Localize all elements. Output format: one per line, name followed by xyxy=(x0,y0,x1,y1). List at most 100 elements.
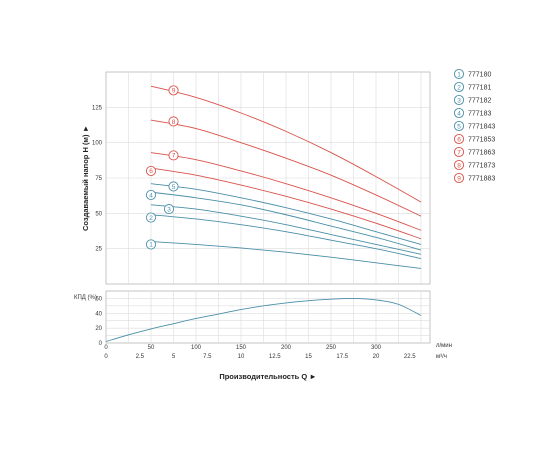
curve-marker-number: 4 xyxy=(149,192,153,199)
efficiency-axis-title: КПД (%) xyxy=(74,295,97,301)
x-unit-m3h: м³/ч xyxy=(436,354,447,360)
head-y-tick-label: 75 xyxy=(95,176,102,182)
head-y-tick-label: 50 xyxy=(95,211,102,217)
x-tick-label-m3h: 12.5 xyxy=(269,354,281,360)
head-curves-panel: 25 50 75 100 125 1 2 3 4 5 6 7 8 9 Создаваемый напор… xyxy=(81,71,431,285)
head-curve-777182 xyxy=(150,204,422,255)
legend-entry-label: 7771853 xyxy=(468,137,495,144)
curve-marker-number: 9 xyxy=(172,88,176,95)
x-tick-label-lpm: 300 xyxy=(371,345,382,351)
head-grid xyxy=(106,72,430,284)
legend-marker-circle xyxy=(453,107,465,119)
x-axis-lpm: 0 50 100 150 200 250 300 xyxy=(104,345,381,351)
legend-entry-label: 7771873 xyxy=(468,163,495,170)
x-tick-label-m3h: 15 xyxy=(305,354,312,360)
legend-entry-label: 7771863 xyxy=(468,150,495,157)
legend-marker-number: 3 xyxy=(457,97,461,104)
legend-marker-number: 9 xyxy=(457,175,461,182)
efficiency-y-tick-label: 0 xyxy=(99,341,103,347)
legend-marker-circle xyxy=(453,133,465,145)
legend-marker-number: 1 xyxy=(457,71,461,78)
curve-marker-number: 6 xyxy=(149,168,153,175)
x-tick-label-m3h: 0 xyxy=(104,354,108,360)
head-curve-7771873 xyxy=(150,119,422,217)
head-curve-7771863 xyxy=(150,152,422,231)
x-tick-label-m3h: 10 xyxy=(238,354,245,360)
curve-marker-circle xyxy=(145,239,157,250)
head-curve-777180 xyxy=(150,241,422,269)
head-y-tick-label: 125 xyxy=(92,105,103,111)
x-axis-m3h: 0 2.5 5 7.5 10 12.5 15 17.5 20 22.5 xyxy=(104,354,416,360)
head-y-tick-label: 25 xyxy=(95,247,102,253)
curve-marker-number: 3 xyxy=(167,206,171,213)
head-y-tick-labels: 25 50 75 100 125 xyxy=(92,105,103,252)
legend-entry-label: 777182 xyxy=(468,98,491,105)
x-tick-label-m3h: 20 xyxy=(373,354,380,360)
efficiency-y-tick-label: 40 xyxy=(95,311,102,317)
efficiency-y-tick-label: 60 xyxy=(95,296,102,302)
head-curve-777183 xyxy=(150,191,422,251)
head-axis-title: Создаваемый напор H (м) ► xyxy=(81,125,90,231)
head-curves xyxy=(150,85,422,269)
curve-marker-circle xyxy=(168,116,179,127)
curve-marker-circle xyxy=(145,189,157,201)
x-tick-label-m3h: 5 xyxy=(172,354,176,360)
head-curve-7771843 xyxy=(150,183,422,245)
curve-marker-circle xyxy=(168,85,179,96)
x-unit-lpm: л/мин xyxy=(436,343,452,349)
efficiency-panel: 0 20 40 60 КПД (%) xyxy=(74,290,431,347)
legend-marker-number: 2 xyxy=(457,84,461,91)
x-tick-label-lpm: 50 xyxy=(148,345,155,351)
curve-marker-circle xyxy=(145,212,157,223)
legend-marker-number: 5 xyxy=(457,123,461,130)
legend-marker-circle xyxy=(453,68,465,80)
x-axis-title: Производительность Q ► xyxy=(219,372,316,381)
x-tick-label-m3h: 17.5 xyxy=(336,354,348,360)
x-tick-label-lpm: 0 xyxy=(104,345,108,351)
efficiency-panel-frame xyxy=(105,290,431,344)
efficiency-curve xyxy=(105,297,422,342)
x-tick-label-m3h: 2.5 xyxy=(136,354,145,360)
curve-marker-circle xyxy=(163,204,175,215)
curve-markers: 1 2 3 4 5 6 7 8 9 xyxy=(145,85,179,250)
efficiency-y-tick-label: 20 xyxy=(95,326,102,332)
x-tick-label-lpm: 150 xyxy=(236,345,247,351)
legend-entry-label: 777183 xyxy=(468,111,491,118)
curve-marker-number: 1 xyxy=(149,242,153,249)
legend-marker-circle xyxy=(453,146,465,158)
legend-marker-circle xyxy=(453,159,465,171)
legend-marker-number: 4 xyxy=(457,110,461,117)
head-curve-777181 xyxy=(150,214,422,259)
legend-marker-number: 7 xyxy=(457,149,461,156)
curve-marker-number: 2 xyxy=(149,215,153,222)
x-tick-label-lpm: 250 xyxy=(326,345,337,351)
efficiency-curve-line xyxy=(105,297,422,342)
curve-marker-number: 5 xyxy=(172,184,176,191)
efficiency-grid xyxy=(106,291,430,343)
curve-marker-number: 8 xyxy=(172,119,176,126)
legend-marker-circle xyxy=(453,120,465,132)
head-y-tick-label: 100 xyxy=(92,141,103,147)
legend-entry-label: 777181 xyxy=(468,85,491,92)
legend-entry-label: 777180 xyxy=(468,72,491,79)
x-tick-label-m3h: 7.5 xyxy=(203,354,212,360)
legend-marker-number: 8 xyxy=(457,162,461,169)
head-curve-7771883 xyxy=(150,85,422,203)
curve-marker-number: 7 xyxy=(172,153,176,160)
x-tick-label-lpm: 200 xyxy=(281,345,292,351)
legend-marker-circle xyxy=(453,94,465,106)
efficiency-y-tick-labels: 0 20 40 60 xyxy=(95,296,102,347)
curve-marker-circle xyxy=(168,181,179,192)
legend-marker-circle xyxy=(453,81,465,93)
curve-marker-circle xyxy=(145,165,157,176)
x-tick-label-m3h: 22.5 xyxy=(404,354,416,360)
head-curve-7771853 xyxy=(150,167,422,240)
x-tick-label-lpm: 100 xyxy=(191,345,202,351)
legend-marker-number: 6 xyxy=(457,136,461,143)
legend-marker-circle xyxy=(453,172,465,184)
legend-entry-label: 7771843 xyxy=(468,124,495,131)
curve-marker-circle xyxy=(168,150,179,161)
legend-entry-label: 7771883 xyxy=(468,176,495,183)
